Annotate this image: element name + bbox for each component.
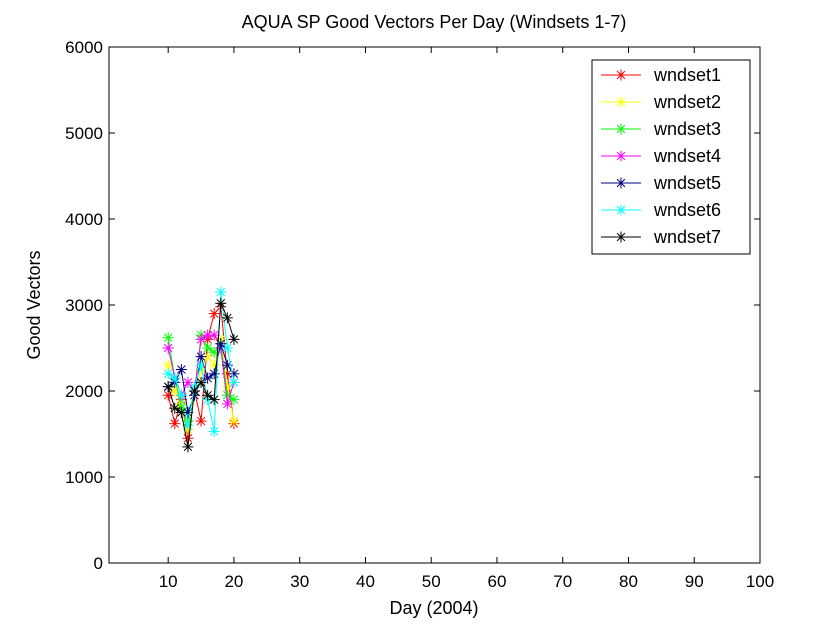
data-point — [175, 364, 187, 375]
series-wndset1 — [162, 301, 240, 444]
legend: wndset1 wndset2 wndset3 wndset4 wndset5 wndse… — [591, 59, 751, 255]
x-tick-label: 60 — [488, 572, 507, 591]
legend-item-wndset7: wndset7 — [601, 227, 721, 247]
y-tick-label: 1000 — [65, 468, 103, 487]
data-point — [195, 415, 207, 427]
x-axis-label: Day (2004) — [389, 598, 478, 618]
legend-marker — [615, 204, 627, 216]
legend-box — [591, 59, 751, 255]
data-point — [169, 418, 181, 430]
data-point — [175, 407, 187, 418]
data-point — [221, 312, 233, 324]
x-tick-label: 30 — [290, 572, 309, 591]
x-tick-label: 20 — [224, 572, 243, 591]
y-tick-label: 0 — [94, 554, 103, 573]
data-point — [195, 333, 207, 345]
data-point — [208, 329, 220, 341]
legend-marker — [615, 96, 627, 108]
x-tick-label: 90 — [685, 572, 704, 591]
series-group — [162, 286, 240, 453]
data-point — [221, 398, 233, 410]
legend-item-wndset1: wndset1 — [601, 65, 721, 85]
y-axis-label: Good Vectors — [24, 250, 44, 359]
legend-label: wndset6 — [653, 200, 721, 220]
series-wndset7 — [162, 297, 240, 453]
data-point — [182, 376, 194, 388]
legend-label: wndset5 — [653, 173, 721, 193]
y-tick-label: 3000 — [65, 296, 103, 315]
legend-marker — [615, 123, 627, 135]
legend-label: wndset3 — [653, 119, 721, 139]
legend-item-wndset6: wndset6 — [601, 200, 721, 220]
legend-marker — [615, 231, 627, 243]
x-tick-label: 10 — [159, 572, 178, 591]
data-point — [208, 368, 220, 380]
x-tick-label: 40 — [356, 572, 375, 591]
y-tick-label: 4000 — [65, 210, 103, 229]
data-point — [195, 351, 207, 363]
x-tick-label: 100 — [746, 572, 774, 591]
y-tick-label: 2000 — [65, 382, 103, 401]
data-point — [182, 441, 194, 453]
data-point — [162, 381, 174, 393]
x-tick-label: 80 — [619, 572, 638, 591]
data-point — [202, 389, 214, 401]
data-point — [215, 297, 227, 309]
data-point — [228, 394, 240, 406]
data-point — [169, 372, 181, 384]
y-tick-label: 6000 — [65, 38, 103, 57]
data-point — [221, 342, 233, 354]
chart-title: AQUA SP Good Vectors Per Day (Windsets 1… — [242, 12, 627, 32]
legend-item-wndset4: wndset4 — [601, 146, 721, 166]
legend-marker — [615, 177, 627, 189]
data-point — [175, 389, 187, 401]
data-point — [162, 389, 174, 401]
data-point — [188, 385, 200, 397]
legend-marker — [615, 69, 627, 81]
data-point — [228, 333, 240, 345]
y-tick-labels: 0 1000 2000 3000 4000 5000 6000 — [65, 38, 103, 573]
legend-item-wndset2: wndset2 — [601, 92, 721, 112]
legend-label: wndset4 — [653, 146, 721, 166]
data-point — [208, 425, 220, 437]
data-point — [195, 359, 207, 371]
data-point — [208, 308, 220, 320]
data-point — [202, 342, 214, 354]
y-tick-label: 5000 — [65, 124, 103, 143]
data-point — [162, 342, 174, 354]
data-point — [169, 402, 181, 414]
data-point — [208, 394, 220, 406]
legend-marker — [615, 150, 627, 162]
data-point — [162, 368, 174, 380]
legend-item-wndset3: wndset3 — [601, 119, 721, 139]
legend-item-wndset5: wndset5 — [601, 173, 721, 193]
x-tick-label: 50 — [422, 572, 441, 591]
x-tick-label: 70 — [553, 572, 572, 591]
axis-ticks — [109, 46, 761, 564]
data-point — [228, 376, 240, 388]
data-point — [215, 286, 227, 298]
data-point — [228, 415, 240, 427]
legend-label: wndset1 — [653, 65, 721, 85]
data-point — [162, 332, 174, 344]
data-point — [195, 376, 207, 388]
x-tick-labels: 10 20 30 40 50 60 70 80 90 100 — [159, 572, 774, 591]
legend-label: wndset2 — [653, 92, 721, 112]
legend-label: wndset7 — [653, 227, 721, 247]
